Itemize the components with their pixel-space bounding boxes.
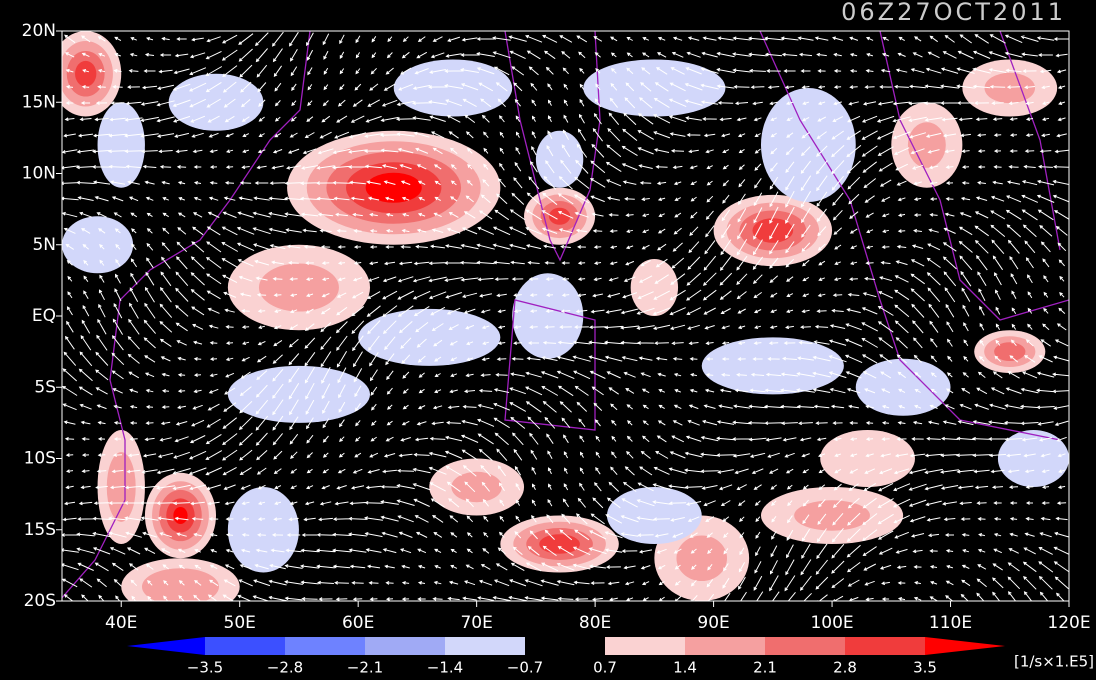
colorbar-label: 2.1 [753,659,777,677]
india-coast [504,31,601,262]
colorbar-box [765,637,845,655]
colorbar-box [685,637,765,655]
axes: 40E 50E 60E 70E 80E 90E 100E 110E 120E 20N 15N 10N 5… [22,21,1091,633]
vorticity-contour [227,487,299,573]
vorticity-contour [794,500,870,531]
vorticity-contour [997,430,1069,487]
vorticity-contour [393,59,513,117]
colorbar-label: −2.8 [267,659,303,677]
colorbar-label: 3.5 [913,659,937,677]
lon-tick-label: 120E [1047,613,1090,633]
vorticity-contour [62,216,134,274]
colorbar-arrow [127,637,205,655]
lat-tick-label: EQ [32,306,56,326]
africa-coast [62,31,311,599]
colorbar-label: 2.8 [833,659,857,677]
lon-tick-label: 70E [460,613,492,633]
vorticity-contour [75,60,97,87]
colorbar-box [205,637,285,655]
lat-tick-label: 10N [22,164,56,184]
colorbar: −3.5 −2.8 −2.1 −1.4 −0.7 0.7 1.4 2.1 2.8 3.5 [127,637,1005,677]
lat-tick-label: 10S [24,449,56,469]
vorticity-contour [227,365,371,423]
vorticity-contour [994,342,1026,362]
vorticity-contour [676,535,728,582]
lat-tick-label: 20N [22,21,56,41]
colorbar-label: 0.7 [593,659,617,677]
unit-label: [1/s×1.E5] [1014,653,1094,671]
colorbar-label: 1.4 [673,659,697,677]
lat-tick-label: 20S [24,591,56,611]
colorbar-box [845,637,925,655]
vorticity-contour [820,430,915,487]
lat-tick-label: 5N [32,235,56,255]
vorticity-contour [97,102,145,188]
vorticity-contour [451,471,502,503]
vorticity-contour [358,308,501,366]
vorticity-contour [701,337,844,395]
vorticity-contour [535,130,584,188]
vorticity-contour [606,487,702,544]
colorbar-box [365,637,445,655]
colorbar-label: −0.7 [507,659,543,677]
colorbar-label: −2.1 [347,659,383,677]
colorbar-box [605,637,685,655]
colorbar-box [445,637,525,655]
lon-tick-label: 60E [342,613,374,633]
lat-tick-label: 15S [24,520,56,540]
lon-tick-label: 50E [224,613,256,633]
vorticity-contour [752,218,794,243]
vorticity-contour [258,263,339,312]
colorbar-label: −3.5 [187,659,223,677]
lon-tick-label: 80E [579,613,611,633]
wind-vectors [62,31,1069,601]
vorticity-contour [512,273,584,359]
colorbar-label: −1.4 [427,659,463,677]
vorticity-contour [907,122,946,168]
colorbar-arrow [925,637,1005,655]
lon-tick-label: 110E [929,613,972,633]
region-box [504,299,596,431]
colorbar-box [285,637,365,655]
lat-tick-label: 15N [22,92,56,112]
asia-coast [759,31,1069,441]
lat-tick-label: 5S [34,377,56,397]
title: 06Z27OCT2011 [841,0,1066,26]
vorticity-contour [173,506,188,525]
vorticity-contour [855,358,951,416]
coastlines [62,31,1069,599]
vorticity-contour [141,568,219,601]
vorticity-contour [365,172,422,203]
lon-tick-label: 100E [810,613,853,633]
lon-tick-label: 40E [105,613,137,633]
vorticity-contour [760,88,856,202]
vorticity-contour [548,207,571,225]
vorticity-contour [539,534,580,554]
vorticity-contour [630,259,679,316]
colorbar-box [525,637,605,655]
lon-tick-label: 90E [697,613,729,633]
